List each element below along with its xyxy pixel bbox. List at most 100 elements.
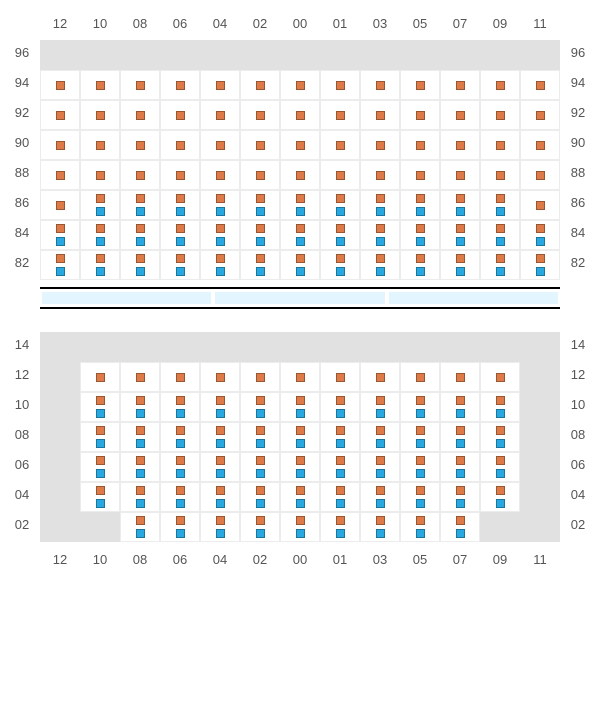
marker-blue [496,439,505,448]
marker-blue [176,439,185,448]
marker-orange [376,254,385,263]
x-label-top: 02 [238,16,282,31]
marker-orange [296,171,305,180]
marker-blue [536,237,545,246]
marker-orange [136,81,145,90]
marker-orange [416,254,425,263]
marker-orange [416,194,425,203]
marker-orange [216,81,225,90]
marker-orange [336,171,345,180]
marker-orange [296,486,305,495]
x-label-top: 11 [518,16,562,31]
marker-orange [536,141,545,150]
marker-orange [296,254,305,263]
marker-orange [56,224,65,233]
y-label-left: 94 [8,75,36,90]
marker-orange [336,396,345,405]
x-label-bottom: 09 [478,552,522,567]
marker-blue [376,529,385,538]
x-label-bottom: 10 [78,552,122,567]
marker-blue [456,499,465,508]
y-label-right: 10 [564,397,592,412]
marker-blue [176,469,185,478]
marker-orange [256,254,265,263]
marker-blue [96,499,105,508]
marker-blue [336,529,345,538]
marker-orange [416,396,425,405]
marker-orange [56,171,65,180]
marker-blue [416,409,425,418]
marker-orange [136,373,145,382]
y-label-right: 14 [564,337,592,352]
marker-blue [136,439,145,448]
marker-orange [216,516,225,525]
marker-orange [256,171,265,180]
y-label-left: 10 [8,397,36,412]
marker-orange [416,81,425,90]
marker-orange [136,141,145,150]
y-label-right: 84 [564,225,592,240]
marker-orange [336,516,345,525]
marker-orange [496,456,505,465]
y-label-left: 90 [8,135,36,150]
marker-orange [336,254,345,263]
band-segment [213,290,386,306]
marker-orange [216,486,225,495]
marker-blue [496,207,505,216]
marker-blue [96,267,105,276]
marker-orange [456,224,465,233]
x-label-bottom: 03 [358,552,402,567]
marker-orange [536,254,545,263]
marker-orange [136,426,145,435]
marker-blue [416,529,425,538]
y-label-left: 84 [8,225,36,240]
marker-blue [296,529,305,538]
marker-orange [376,81,385,90]
marker-blue [96,237,105,246]
marker-orange [216,456,225,465]
y-label-left: 12 [8,367,36,382]
marker-orange [416,171,425,180]
marker-orange [496,81,505,90]
marker-orange [96,81,105,90]
marker-orange [296,194,305,203]
marker-blue [296,499,305,508]
marker-orange [216,426,225,435]
x-label-top: 01 [318,16,362,31]
marker-orange [496,194,505,203]
marker-orange [296,456,305,465]
marker-orange [416,141,425,150]
marker-orange [376,486,385,495]
y-label-left: 92 [8,105,36,120]
marker-blue [456,439,465,448]
marker-orange [336,373,345,382]
marker-blue [176,267,185,276]
marker-blue [416,499,425,508]
marker-orange [456,426,465,435]
marker-blue [296,439,305,448]
marker-orange [336,194,345,203]
marker-blue [536,267,545,276]
marker-orange [216,224,225,233]
marker-blue [416,237,425,246]
marker-orange [96,194,105,203]
marker-blue [456,267,465,276]
marker-orange [96,486,105,495]
marker-orange [176,373,185,382]
y-label-left: 02 [8,517,36,532]
marker-orange [456,456,465,465]
marker-orange [176,486,185,495]
x-label-bottom: 07 [438,552,482,567]
marker-blue [216,409,225,418]
x-label-bottom: 08 [118,552,162,567]
marker-blue [256,409,265,418]
marker-blue [336,267,345,276]
marker-orange [176,224,185,233]
marker-blue [456,469,465,478]
x-label-top: 07 [438,16,482,31]
x-label-bottom: 06 [158,552,202,567]
marker-blue [376,267,385,276]
marker-orange [536,171,545,180]
x-label-bottom: 05 [398,552,442,567]
marker-blue [56,237,65,246]
